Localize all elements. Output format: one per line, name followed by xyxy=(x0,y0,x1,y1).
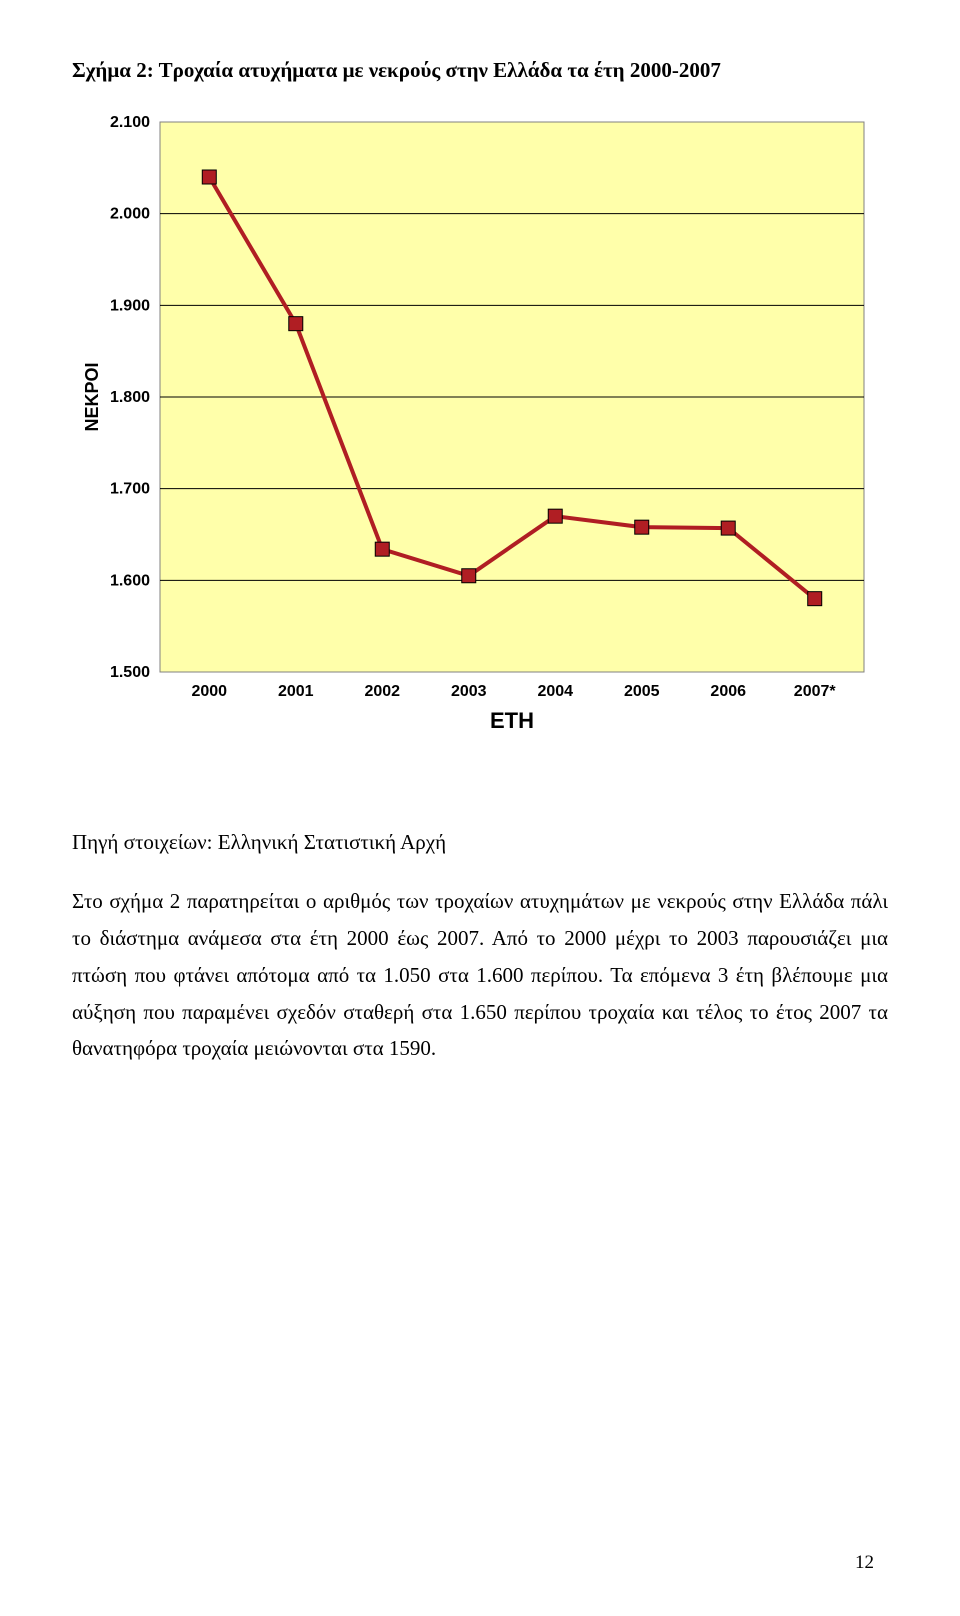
svg-text:2002: 2002 xyxy=(364,683,400,700)
svg-text:1.700: 1.700 xyxy=(110,481,150,498)
svg-text:2005: 2005 xyxy=(624,683,660,700)
svg-text:2001: 2001 xyxy=(278,683,314,700)
svg-text:2006: 2006 xyxy=(710,683,746,700)
svg-text:2007*: 2007* xyxy=(794,683,837,700)
svg-text:2004: 2004 xyxy=(537,683,573,700)
svg-text:1.900: 1.900 xyxy=(110,298,150,315)
page-number: 12 xyxy=(855,1552,874,1574)
document-page: Σχήμα 2: Τροχαία ατυχήματα με νεκρούς στ… xyxy=(0,0,960,1616)
svg-text:1.800: 1.800 xyxy=(110,389,150,406)
line-chart: 1.500 1.600 1.700 1.800 1.900 2.000 2.100 2000 2… xyxy=(72,102,884,742)
svg-text:2000: 2000 xyxy=(191,683,227,700)
svg-text:1.600: 1.600 xyxy=(110,573,150,590)
svg-text:1.500: 1.500 xyxy=(110,664,150,681)
figure-title: Σχήμα 2: Τροχαία ατυχήματα με νεκρούς στ… xyxy=(72,56,888,84)
svg-text:2.000: 2.000 xyxy=(110,206,150,223)
body-paragraph: Στο σχήμα 2 παρατηρείται ο αριθμός των τ… xyxy=(72,883,888,1067)
chart-container: 1.500 1.600 1.700 1.800 1.900 2.000 2.100 2000 2… xyxy=(72,102,884,742)
svg-text:ΕΤΗ: ΕΤΗ xyxy=(490,708,534,733)
svg-text:2003: 2003 xyxy=(451,683,487,700)
svg-text:ΝΕΚΡΟΙ: ΝΕΚΡΟΙ xyxy=(82,363,102,432)
svg-text:2.100: 2.100 xyxy=(110,114,150,131)
source-line: Πηγή στοιχείων: Ελληνική Στατιστική Αρχή xyxy=(72,830,888,855)
